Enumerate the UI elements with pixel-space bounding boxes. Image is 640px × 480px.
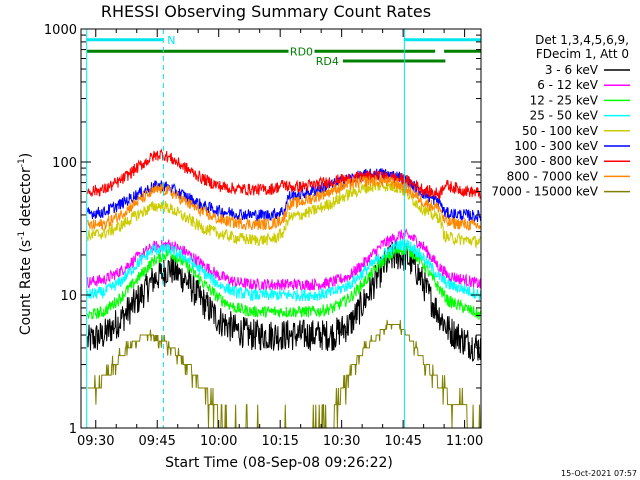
legend-label-25-50-kev: 25 - 50 keV — [530, 109, 599, 123]
legend-label-6-12-kev: 6 - 12 keV — [537, 78, 599, 92]
x-tick-label: 11:00 — [446, 434, 483, 449]
x-tick-label: 10:15 — [261, 434, 298, 449]
y-axis-label-end: ) — [18, 153, 34, 158]
y-tick-label: 1000 — [44, 23, 77, 38]
y-tick-label: 10 — [60, 289, 77, 304]
x-tick-label: 10:30 — [323, 434, 360, 449]
y-tick-label: 1 — [69, 422, 77, 437]
series-line-12-25-kev — [87, 244, 481, 320]
plot-frame — [80, 28, 482, 429]
y-tick-label: 100 — [52, 156, 77, 171]
y-axis-label-sup2: -1 — [17, 158, 27, 167]
y-axis-label-sup1: -1 — [17, 231, 27, 240]
y-axis-ticks: 1 10 100 1000 — [44, 23, 481, 437]
status-bar-label-rd0: RD0 — [290, 45, 313, 58]
chart-title: RHESSI Observing Summary Count Rates — [101, 2, 431, 21]
series-line-800-7000-kev — [87, 175, 481, 231]
legend-label-800-7000-kev: 800 - 7000 keV — [507, 169, 599, 183]
status-bar-label-rd4: RD4 — [316, 55, 339, 68]
legend-label-50-100-kev: 50 - 100 keV — [522, 124, 599, 138]
y-axis-label-main: Count Rate (s — [18, 240, 34, 335]
status-bar-label-n: N — [167, 34, 175, 47]
footer-timestamp: 15-Oct-2021 07:57 — [561, 469, 637, 478]
legend-label-100-300-kev: 100 - 300 keV — [514, 139, 598, 153]
legend-label-3-6-kev: 3 - 6 keV — [545, 63, 599, 77]
x-tick-label: 09:30 — [77, 434, 114, 449]
legend-header-line-1: Det 1,3,4,5,6,9, — [535, 33, 629, 47]
x-tick-label: 10:45 — [384, 434, 421, 449]
series-line-25-50-kev — [87, 239, 481, 303]
series-line-300-800-kev — [87, 147, 481, 199]
series-line-50-100-kev — [87, 180, 481, 249]
y-axis-label: Count Rate (s-1 detector-1) — [17, 153, 34, 335]
legend-label-300-800-kev: 300 - 800 keV — [514, 154, 598, 168]
plot-lines — [87, 147, 481, 429]
legend-header-line-2: FDecim 1, Att 0 — [536, 47, 629, 61]
x-tick-label: 10:00 — [200, 434, 237, 449]
y-axis-label-mid: detector — [18, 167, 34, 231]
x-axis-ticks: 09:30 09:45 10:00 10:15 10:30 10:45 11:00 — [77, 29, 483, 449]
status-bar-label-bg-rd0 — [288, 45, 315, 57]
series-line-7000-15000-kev — [87, 319, 481, 429]
legend-label-12-25-kev: 12 - 25 keV — [530, 93, 599, 107]
x-axis-label: Start Time (08-Sep-08 09:26:22) — [165, 455, 393, 471]
legend: Det 1,3,4,5,6,9, FDecim 1, Att 0 3 - 6 k… — [491, 33, 630, 199]
legend-label-7000-15000-kev: 7000 - 15000 keV — [491, 185, 598, 199]
x-tick-label: 09:45 — [138, 434, 175, 449]
